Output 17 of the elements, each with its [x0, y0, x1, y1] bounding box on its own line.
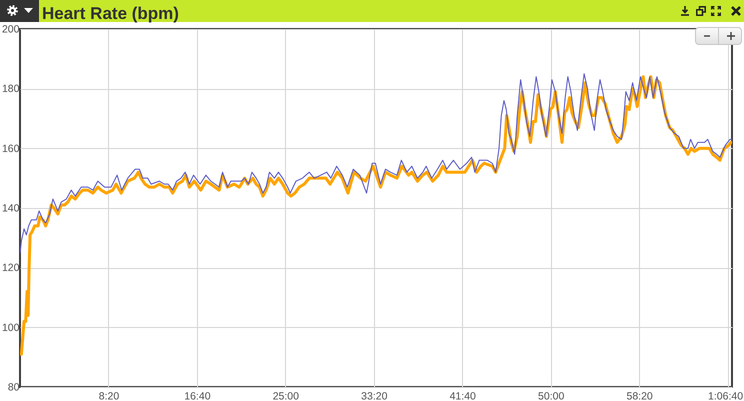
- line-series: [20, 73, 732, 254]
- chart-title: Heart Rate (bpm): [42, 4, 179, 23]
- y-tick-label: 100: [2, 322, 20, 334]
- x-tick-label: 50:00: [538, 390, 564, 401]
- x-tick-label: 33:20: [361, 390, 388, 401]
- x-tick-label: 1:06:40: [708, 390, 744, 401]
- y-tick-label: 120: [2, 262, 20, 274]
- x-tick-label: 8:20: [98, 390, 120, 401]
- y-tick-label: 200: [2, 24, 20, 36]
- x-tick-label: 41:40: [450, 390, 476, 401]
- y-tick-label: 80: [8, 382, 20, 394]
- y-tick-label: 180: [2, 83, 20, 96]
- x-tick-label: 25:00: [272, 390, 300, 401]
- x-tick-label: 58:20: [626, 390, 653, 401]
- x-tick-label: 16:40: [184, 390, 211, 401]
- y-tick-label: 160: [2, 142, 20, 155]
- y-tick-label: 140: [2, 202, 20, 214]
